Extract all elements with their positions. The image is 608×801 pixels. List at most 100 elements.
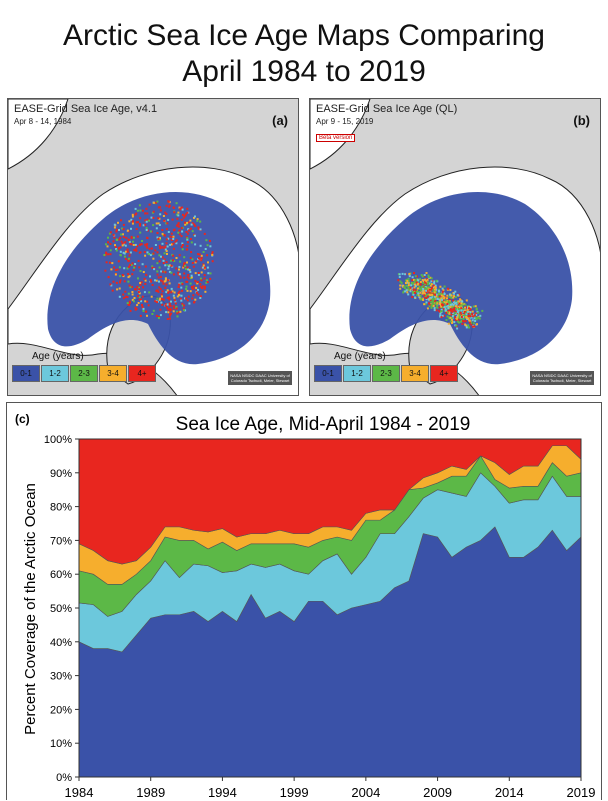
ice-speckle [457, 308, 460, 310]
ice-speckle [132, 236, 135, 239]
ice-speckle [119, 275, 122, 278]
ice-speckle [161, 270, 164, 273]
ice-speckle [452, 296, 455, 299]
y-axis-label: Percent Coverage of the Arctic Ocean [22, 483, 39, 735]
ice-speckle [438, 288, 441, 291]
ice-speckle [443, 301, 446, 304]
ice-speckle [142, 209, 144, 212]
ice-speckle [191, 287, 194, 290]
ice-speckle [412, 288, 415, 291]
ice-speckle [170, 239, 173, 241]
ice-speckle [464, 320, 467, 323]
ice-speckle [431, 286, 433, 289]
ice-speckle [186, 241, 189, 244]
ice-speckle [408, 275, 411, 278]
ice-speckle [153, 268, 156, 271]
ice-speckle [447, 306, 450, 309]
ice-speckle [421, 292, 424, 295]
ice-speckle [408, 288, 411, 291]
ice-speckle [399, 280, 402, 283]
ice-speckle [170, 232, 173, 235]
ice-speckle [429, 284, 432, 287]
ice-speckle [461, 302, 464, 305]
ice-speckle [186, 238, 189, 241]
ice-speckle [136, 245, 139, 248]
ice-speckle [173, 299, 176, 302]
ice-speckle [111, 262, 114, 265]
ice-speckle [141, 263, 144, 266]
ice-speckle [204, 285, 206, 288]
ice-speckle [130, 263, 133, 266]
ice-speckle [124, 244, 127, 247]
ice-speckle [129, 309, 132, 312]
ice-speckle [466, 306, 469, 309]
ice-speckle [181, 206, 183, 209]
ice-speckle [144, 282, 147, 285]
ice-speckle [166, 222, 169, 225]
ice-speckle [193, 301, 196, 304]
ice-speckle [186, 299, 189, 302]
ice-speckle [462, 320, 465, 323]
ice-speckle [170, 291, 173, 294]
ice-speckle [200, 271, 203, 274]
ice-speckle [128, 300, 131, 303]
ice-speckle [452, 299, 455, 302]
ice-speckle [127, 257, 130, 260]
ice-speckle [169, 317, 171, 320]
ice-speckle [178, 273, 181, 276]
ice-speckle [139, 224, 141, 227]
ice-speckle [137, 291, 140, 293]
ice-speckle [449, 303, 452, 306]
ice-speckle [186, 232, 189, 235]
ice-speckle [113, 223, 116, 226]
ice-speckle [129, 242, 132, 245]
ice-speckle [468, 310, 471, 313]
ice-speckle [464, 303, 467, 306]
ice-speckle [459, 311, 462, 314]
ice-speckle [178, 274, 181, 277]
ice-speckle [133, 297, 136, 299]
ice-speckle [146, 251, 149, 254]
ice-speckle [127, 276, 130, 279]
ice-speckle [166, 264, 169, 267]
ice-speckle [467, 305, 470, 308]
ice-speckle [440, 293, 443, 296]
ice-speckle [181, 283, 184, 286]
ice-speckle [145, 220, 148, 223]
ice-speckle [465, 324, 468, 327]
ice-speckle [450, 294, 453, 297]
ice-speckle [124, 257, 127, 260]
ice-speckle [406, 280, 409, 282]
ice-speckle [154, 279, 156, 282]
ice-speckle [138, 204, 141, 207]
ice-speckle [432, 303, 434, 305]
ice-speckle [468, 326, 470, 329]
ice-speckle [156, 270, 159, 273]
ice-speckle [440, 316, 443, 319]
ice-speckle [168, 304, 171, 307]
ice-speckle [460, 307, 463, 310]
ice-speckle [137, 295, 139, 298]
ice-speckle [177, 211, 180, 214]
ice-speckle [115, 228, 118, 231]
ice-speckle [417, 290, 420, 293]
ocean-region [8, 99, 69, 170]
ice-speckle [431, 298, 434, 301]
ice-speckle [204, 248, 207, 250]
ice-speckle [167, 265, 170, 268]
ice-speckle [456, 327, 459, 330]
ice-speckle [158, 244, 161, 247]
legend-title: Age (years) [32, 351, 84, 362]
ice-speckle [423, 288, 426, 290]
ice-speckle [195, 291, 198, 294]
ice-speckle [424, 283, 427, 286]
ice-speckle [447, 307, 450, 310]
ice-speckle [430, 288, 433, 291]
ice-speckle [131, 220, 134, 223]
ice-speckle [456, 294, 459, 297]
ice-speckle [426, 291, 429, 294]
ice-speckle [161, 290, 164, 293]
ice-speckle [139, 251, 142, 254]
ice-speckle [166, 289, 169, 292]
ice-speckle [121, 242, 124, 245]
